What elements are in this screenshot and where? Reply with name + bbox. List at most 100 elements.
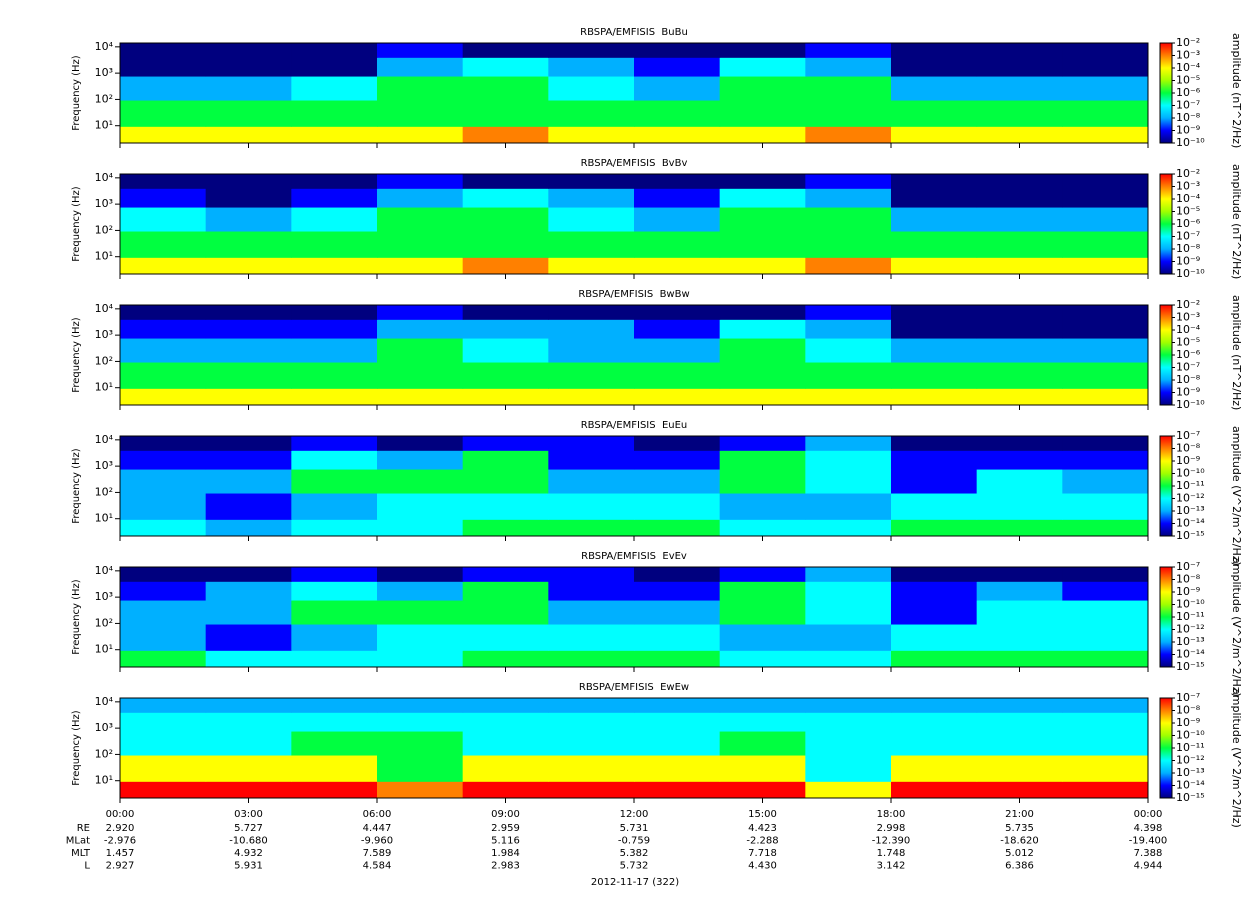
x-tick-label: 00:00: [106, 809, 135, 820]
ephemeris-value: 4.430: [748, 861, 777, 872]
spectrogram-cell: [462, 781, 549, 799]
spectrogram-cell: [120, 126, 207, 144]
spectrogram-cell: [1062, 624, 1149, 651]
spectrogram-cell: [291, 388, 378, 406]
spectrogram-cell: [719, 388, 806, 406]
colorbar-tick-label: 10⁻¹⁵: [1176, 660, 1205, 673]
colorbar-label: amplitude (nT^2/Hz): [1230, 295, 1243, 410]
spectrogram-cell: [719, 43, 806, 58]
spectrogram-cell: [205, 76, 292, 101]
colorbar-tick-label: 10⁻¹⁴: [1176, 517, 1205, 530]
colorbar-tick-label: 10⁻¹²: [1176, 754, 1205, 767]
spectrogram-cell: [1062, 493, 1149, 520]
spectrogram-cell: [205, 624, 292, 651]
colorbar-tick-label: 10⁻⁸: [1176, 573, 1201, 586]
spectrogram-cell: [120, 781, 207, 799]
panel-title: RBSPA/EMFISIS EvEv: [581, 551, 687, 562]
spectrogram-cell: [891, 188, 978, 208]
spectrogram-cell: [805, 174, 892, 189]
spectrogram-cell: [634, 100, 721, 127]
spectrogram-cell: [120, 43, 207, 58]
spectrogram-cell: [548, 257, 635, 275]
y-tick-label: 10¹: [95, 512, 113, 525]
spectrogram-cell: [205, 43, 292, 58]
spectrogram-cell: [891, 319, 978, 339]
colorbar-tick-label: 10⁻⁹: [1176, 454, 1200, 467]
spectrogram-cell: [462, 519, 549, 537]
spectrogram-cell: [976, 305, 1063, 320]
colorbar-tick-label: 10⁻⁴: [1176, 323, 1201, 336]
spectrogram-cell: [548, 519, 635, 537]
spectrogram-cell: [891, 755, 978, 782]
ephemeris-value: 4.944: [1134, 861, 1163, 872]
x-tick-label: 12:00: [620, 809, 649, 820]
colorbar-tick-label: 10⁻¹³: [1176, 635, 1205, 648]
spectrogram-cell: [120, 519, 207, 537]
spectrogram-cell: [377, 755, 464, 782]
spectrogram-cell: [291, 43, 378, 58]
y-tick-label: 10⁴: [95, 564, 114, 577]
colorbar-tick-label: 10⁻⁹: [1176, 386, 1200, 399]
spectrogram-cell: [462, 624, 549, 651]
y-tick-label: 10³: [95, 197, 113, 210]
spectrogram-cell: [634, 650, 721, 668]
spectrogram-cell: [805, 624, 892, 651]
spectrogram-cell: [719, 126, 806, 144]
spectrogram-cell: [976, 388, 1063, 406]
spectrogram-cell: [1062, 519, 1149, 537]
spectrogram-cell: [634, 755, 721, 782]
spectrogram-cell: [291, 731, 378, 756]
spectrogram-cell: [719, 319, 806, 339]
colorbar-tick-label: 10⁻⁷: [1176, 691, 1200, 704]
spectrogram-cell: [120, 493, 207, 520]
colorbar-tick-label: 10⁻⁶: [1176, 348, 1201, 361]
spectrogram-cell: [891, 567, 978, 582]
spectrogram-cell: [891, 231, 978, 258]
spectrogram-cell: [291, 305, 378, 320]
spectrogram-cell: [120, 624, 207, 651]
spectrogram-cell: [634, 43, 721, 58]
spectrogram-cell: [120, 257, 207, 275]
spectrogram-cell: [1062, 207, 1149, 232]
colorbar-tick-label: 10⁻⁷: [1176, 99, 1200, 112]
ephemeris-label: MLT: [71, 848, 91, 859]
ephemeris-value: 2.920: [106, 823, 135, 834]
spectrogram-cell: [205, 436, 292, 451]
spectrogram-cell: [976, 174, 1063, 189]
spectrogram-cell: [548, 231, 635, 258]
spectrogram-cell: [719, 100, 806, 127]
ephemeris-value: 5.732: [620, 861, 649, 872]
spectrogram-cell: [805, 519, 892, 537]
ephemeris-value: 4.584: [363, 861, 392, 872]
spectrogram-cell: [976, 319, 1063, 339]
colorbar-tick-label: 10⁻¹²: [1176, 623, 1205, 636]
spectrogram-cell: [1062, 698, 1149, 713]
spectrogram-cell: [462, 450, 549, 470]
y-tick-label: 10⁴: [95, 695, 114, 708]
spectrogram-cell: [462, 469, 549, 494]
spectrogram-cell: [891, 57, 978, 77]
x-tick-label: 09:00: [491, 809, 520, 820]
spectrogram-cell: [805, 781, 892, 799]
colorbar-tick-label: 10⁻¹⁰: [1176, 729, 1205, 742]
spectrogram-cell: [205, 519, 292, 537]
spectrogram-cell: [120, 650, 207, 668]
ephemeris-value: 1.457: [106, 848, 135, 859]
spectrogram-cell: [377, 581, 464, 601]
spectrogram-cell: [205, 712, 292, 732]
colorbar-tick-label: 10⁻⁹: [1176, 716, 1200, 729]
colorbar-tick-label: 10⁻¹⁰: [1176, 467, 1205, 480]
spectrogram-cell: [462, 388, 549, 406]
spectrogram-cell: [976, 581, 1063, 601]
spectrogram-cell: [462, 493, 549, 520]
spectrogram-cell: [205, 388, 292, 406]
colorbar-tick-label: 10⁻¹⁴: [1176, 779, 1205, 792]
spectrogram-cell: [120, 731, 207, 756]
colorbar-tick-label: 10⁻¹⁰: [1176, 136, 1205, 149]
spectrogram-cell: [976, 712, 1063, 732]
spectrogram-cell: [719, 362, 806, 389]
spectrogram-cell: [462, 57, 549, 77]
spectrogram-cell: [462, 100, 549, 127]
spectrogram-cell: [805, 469, 892, 494]
